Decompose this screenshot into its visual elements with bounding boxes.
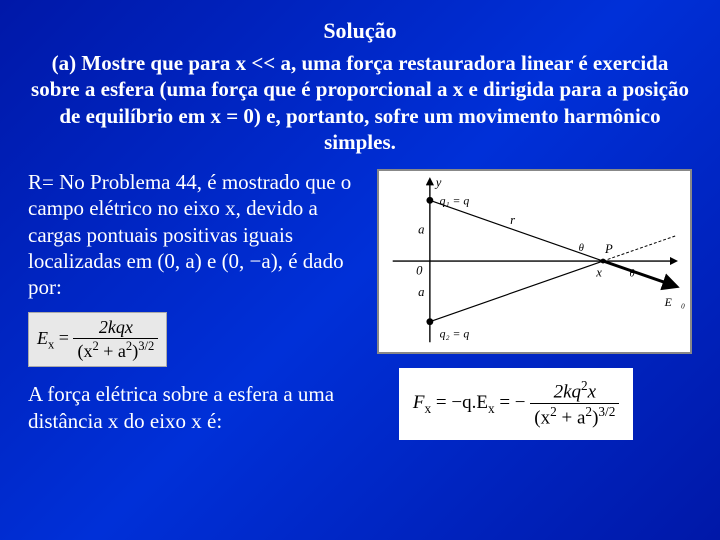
paragraph-2: A força elétrica sobre a esfera a uma di…: [28, 381, 359, 434]
fx-fraction: 2kq2x (x2 + a2)3/2: [530, 378, 619, 430]
field-diagram: a a y 0 q₁ = q q₂ = q r P x θ θ E⃗₀: [377, 169, 692, 354]
fx-num: 2kq2x: [530, 378, 619, 404]
ex-den: (x2 + a2)3/2: [73, 339, 158, 362]
top-charge-label: q₁ = q: [440, 194, 470, 207]
part-a-statement: (a) Mostre que para x << a, uma força re…: [28, 50, 692, 155]
a-top-label: a: [418, 223, 424, 237]
formula-fx: Fx = −q.Ex = − 2kq2x (x2 + a2)3/2: [399, 368, 634, 440]
fx-lhs: Fx: [413, 392, 431, 413]
fx-den: (x2 + a2)3/2: [530, 404, 619, 429]
x-label: x: [595, 266, 602, 280]
e-vec-label: E⃗₀: [664, 296, 685, 309]
p-label: P: [604, 242, 613, 256]
bottom-charge-label: q₂ = q: [440, 327, 470, 340]
diagram-svg: a a y 0 q₁ = q q₂ = q r P x θ θ E⃗₀: [379, 171, 690, 352]
paragraph-1: R= No Problema 44, é mostrado que o camp…: [28, 169, 359, 300]
theta-bottom-label: θ: [629, 268, 635, 280]
e-vector-2: [603, 236, 676, 261]
fx-eq2: = −: [499, 392, 525, 413]
r-line-bottom: [430, 261, 603, 322]
r-label: r: [510, 213, 515, 227]
theta-top-label: θ: [578, 242, 584, 254]
formula-ex: Ex = 2kqx (x2 + a2)3/2: [28, 312, 167, 367]
slide-title: Solução: [28, 18, 692, 44]
content-columns: R= No Problema 44, é mostrado que o camp…: [28, 169, 692, 446]
y-axis-label: y: [434, 176, 442, 190]
ex-num: 2kqx: [73, 317, 158, 339]
left-column: R= No Problema 44, é mostrado que o camp…: [28, 169, 359, 446]
ex-eq: =: [59, 328, 74, 348]
ex-fraction: 2kqx (x2 + a2)3/2: [73, 317, 158, 362]
ex-lhs: Ex: [37, 328, 54, 348]
a-bottom-label: a: [418, 285, 424, 299]
r-line-top: [430, 200, 603, 261]
origin-label: 0: [416, 264, 423, 278]
e-vector-1: [603, 261, 676, 286]
right-column: a a y 0 q₁ = q q₂ = q r P x θ θ E⃗₀ Fx =…: [377, 169, 692, 446]
fx-mid1: = −q.Ex: [436, 392, 495, 413]
